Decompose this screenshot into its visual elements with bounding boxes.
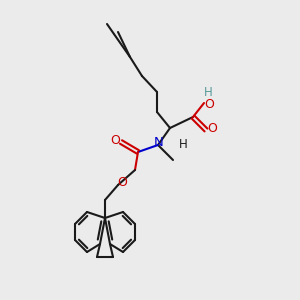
Text: O: O [204, 98, 214, 112]
Text: O: O [117, 176, 127, 190]
Text: H: H [178, 139, 188, 152]
Text: N: N [154, 136, 164, 149]
Text: H: H [204, 86, 212, 100]
Text: O: O [207, 122, 217, 134]
Text: O: O [110, 134, 120, 146]
